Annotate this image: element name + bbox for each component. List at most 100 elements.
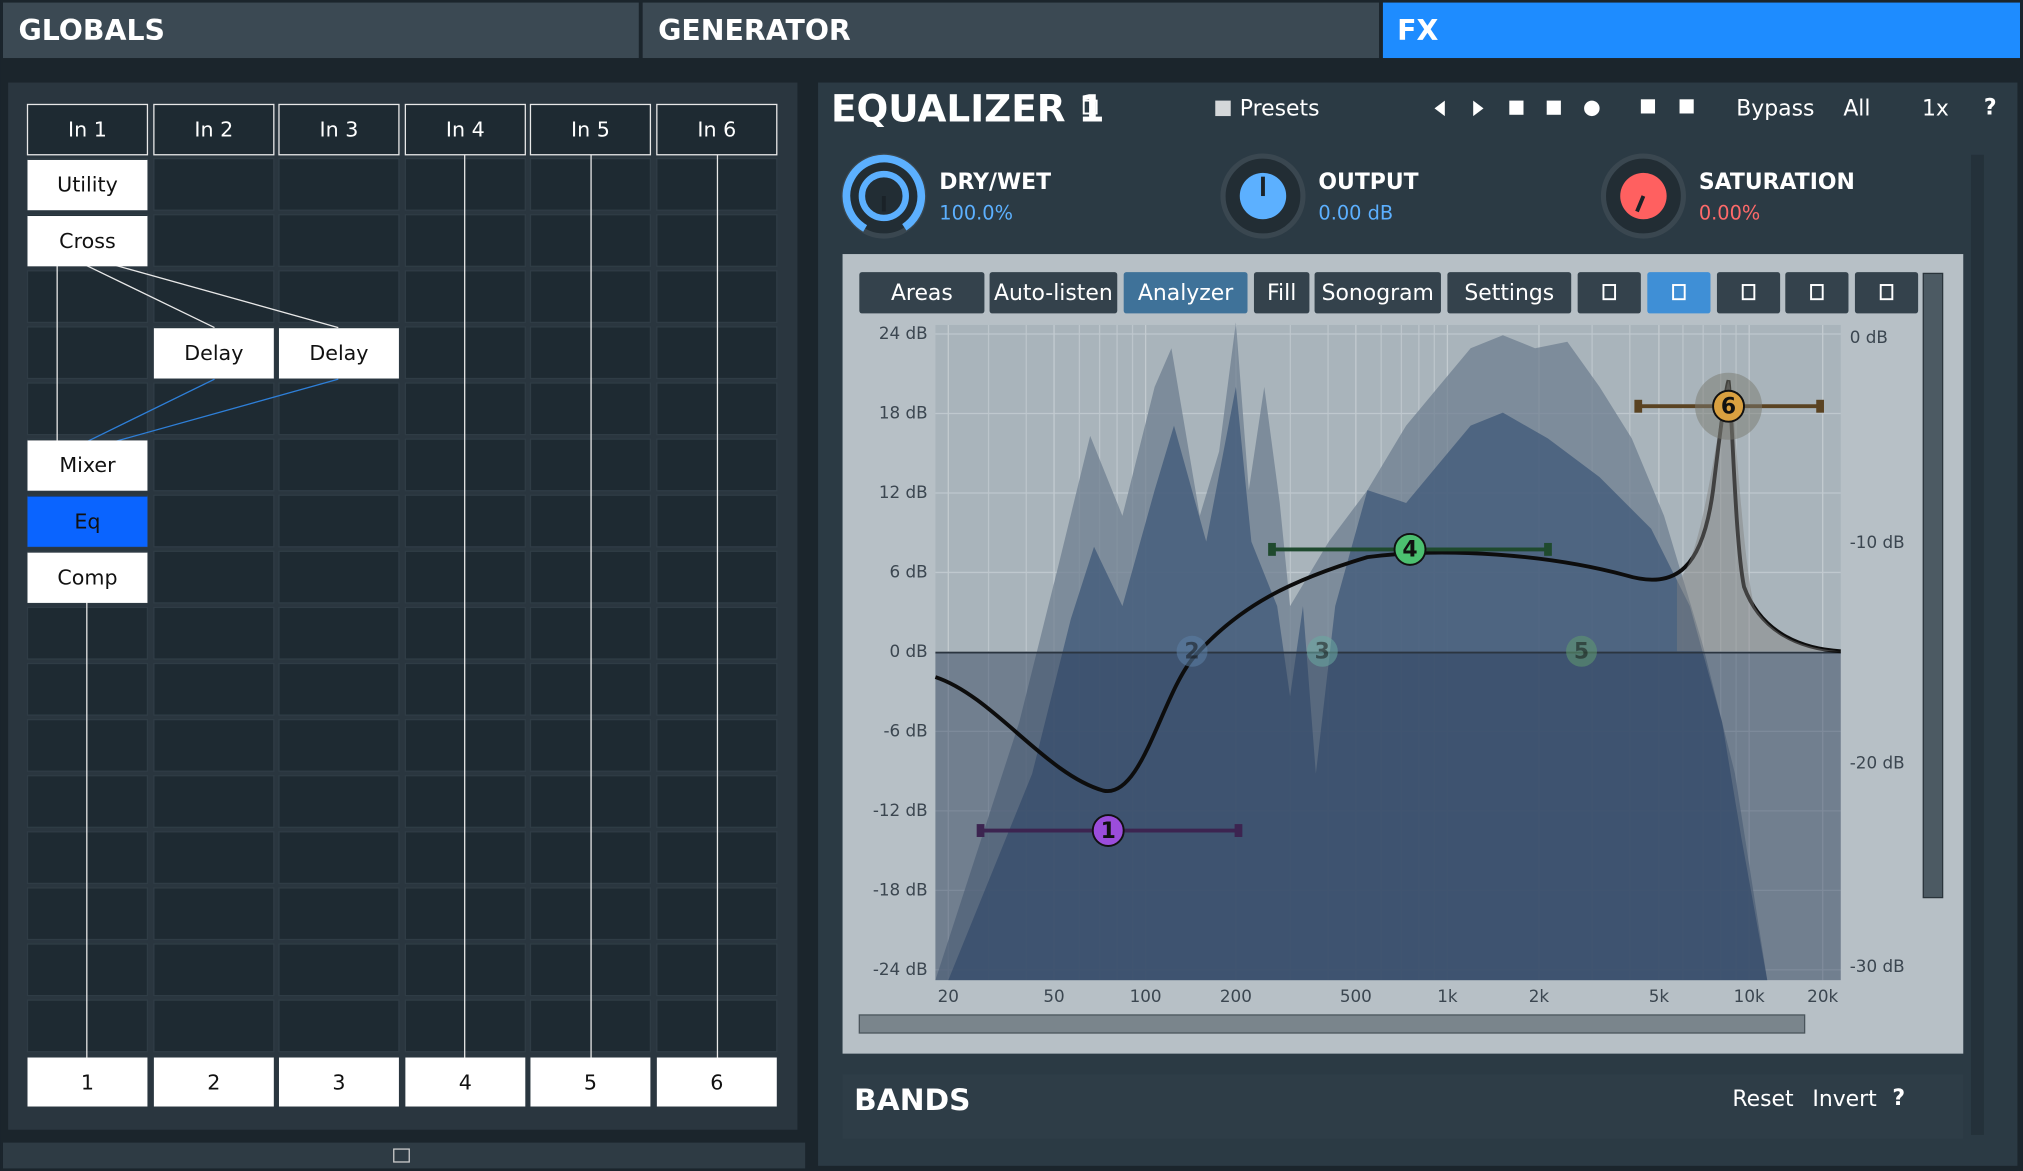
bands-help[interactable]: ? (1892, 1086, 1905, 1111)
y2-label: -20 dB (1850, 752, 1905, 772)
slot (278, 775, 400, 828)
icon-button[interactable] (1577, 272, 1641, 314)
slot (153, 438, 275, 492)
eq-curve (934, 379, 1841, 793)
toolbar-label: Auto-listen (994, 281, 1113, 306)
toolbar-button[interactable] (859, 272, 985, 314)
band-node[interactable] (1306, 635, 1338, 667)
toolbar-button[interactable] (989, 272, 1118, 314)
icon-glyph (1741, 284, 1756, 301)
slot (153, 831, 275, 885)
band-6-fill (1676, 380, 1841, 652)
band-node[interactable] (1712, 389, 1745, 423)
wire (116, 378, 339, 442)
x-label: 50 (1043, 986, 1064, 1006)
y2-label: -30 dB (1850, 956, 1905, 976)
handle-end[interactable] (1234, 824, 1243, 837)
x-label: 2k (1529, 986, 1550, 1006)
knob-arc (842, 154, 926, 238)
input-label: In 4 (446, 117, 485, 141)
toolbar-button[interactable] (1447, 272, 1572, 314)
popout-icon[interactable] (1082, 99, 1098, 115)
all-button[interactable]: All (1843, 97, 1870, 122)
tab-label: GENERATOR (658, 14, 851, 47)
module[interactable] (27, 440, 148, 491)
handle-end[interactable] (1816, 399, 1824, 413)
axes: 24 dB 18 dB 12 dB 6 dB 0 dB -6 dB -12 dB -18 dB… (873, 323, 1905, 1006)
band-node[interactable] (1091, 814, 1125, 847)
input-label: In 3 (320, 117, 359, 141)
reset-button[interactable]: Reset (1732, 1087, 1794, 1112)
slot (278, 943, 400, 997)
y-label: -18 dB (873, 879, 928, 899)
module[interactable] (278, 328, 399, 379)
icon-glyph (1879, 284, 1894, 301)
y-label: -24 dB (873, 959, 928, 979)
slot (153, 718, 275, 772)
band-node-label: 2 (1184, 640, 1199, 665)
input-header (656, 103, 778, 156)
module-label: Delay (309, 341, 368, 365)
module-label: Mixer (59, 453, 116, 477)
slot (153, 550, 275, 604)
y-label: 24 dB (879, 323, 928, 343)
horizontal-scroll[interactable] (858, 1014, 1806, 1034)
toolbar-icons (1509, 99, 1694, 117)
icon-button[interactable] (1647, 272, 1711, 314)
wire (87, 378, 215, 442)
band-node[interactable] (1176, 635, 1208, 667)
knob-name: SATURATION (1699, 170, 1855, 195)
zoom-button[interactable]: 1x (1922, 97, 1949, 122)
x-label: 20k (1807, 986, 1838, 1006)
level-meter (1922, 272, 1944, 899)
bypass-button[interactable]: Bypass (1736, 97, 1814, 122)
toolbar-button[interactable] (1123, 272, 1248, 314)
help-button[interactable]: ? (1984, 95, 1997, 120)
module[interactable] (27, 159, 148, 211)
tab-label: GLOBALS (18, 14, 165, 47)
invert-button[interactable]: Invert (1812, 1087, 1877, 1112)
module-label: Delay (184, 341, 243, 365)
slot (153, 943, 275, 997)
fx-tab[interactable] (1382, 2, 2021, 59)
input-header (404, 103, 526, 156)
toolbar-label: Areas (891, 281, 953, 306)
x-label: 1k (1437, 986, 1458, 1006)
knobs: DRY/WET 100.0% OUTPUT 0.00 dB SATURATION 0.00… (841, 153, 1855, 239)
generator-tab[interactable] (642, 2, 1380, 59)
handle-end[interactable] (1544, 542, 1552, 556)
slot (278, 157, 400, 211)
slot (153, 270, 275, 324)
y-label: -6 dB (884, 720, 928, 740)
slot (26, 270, 149, 324)
output-label: 1 (81, 1070, 94, 1094)
router: In 1 In 2 In 3 In 4 In 5 In 6 Utility Cross Dela… (26, 103, 778, 1107)
module[interactable] (27, 496, 148, 547)
presets-button[interactable]: Presets (1240, 97, 1320, 122)
band-node[interactable] (1566, 635, 1597, 667)
icon-button[interactable] (1785, 272, 1849, 314)
handle-end[interactable] (1634, 399, 1643, 413)
module[interactable] (27, 552, 148, 603)
band-node[interactable] (1393, 532, 1427, 566)
zero-fill (935, 652, 1841, 981)
globals-tab[interactable] (2, 2, 639, 59)
icon-button[interactable] (1854, 272, 1919, 314)
slot (278, 662, 400, 716)
bands-title: BANDS (854, 1082, 970, 1117)
preset-arrows[interactable] (1434, 100, 1484, 117)
slot (153, 494, 275, 548)
input-header (278, 103, 400, 156)
handle-end[interactable] (1268, 542, 1276, 556)
icon-button[interactable] (1716, 272, 1781, 314)
module[interactable] (27, 216, 148, 267)
output (278, 1057, 399, 1107)
slot (153, 887, 275, 941)
toolbar-button[interactable] (1253, 272, 1310, 314)
collapse-icon[interactable] (393, 1148, 410, 1163)
module[interactable] (153, 328, 274, 379)
toolbar-button[interactable] (1314, 272, 1441, 314)
knob-value: 0.00% (1699, 202, 1760, 225)
handle-end[interactable] (976, 824, 985, 837)
slot (153, 606, 275, 660)
